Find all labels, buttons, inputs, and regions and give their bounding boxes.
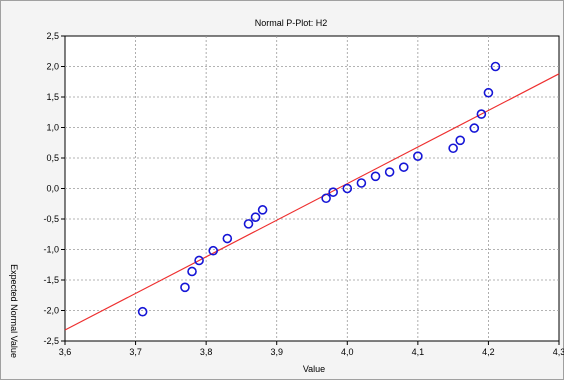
- x-tick-labels: 3,6 3,7 3,8 3,9 4,0 4,1 4,2 4,3: [59, 341, 564, 357]
- data-point: [370, 171, 381, 182]
- y-tick-labels: 2,5 2,0 1,5 1,0 0,5 0,0 -0,5 -1,0 -1,5 -2,0 -2,5: [43, 31, 65, 346]
- x-tick-label: 3,8: [200, 347, 213, 357]
- x-tick-label: 4,1: [412, 347, 425, 357]
- y-tick-label: -1,5: [43, 275, 59, 285]
- data-point: [469, 123, 480, 133]
- data-point: [187, 266, 197, 277]
- data-point: [250, 212, 261, 222]
- data-point: [180, 282, 190, 293]
- y-tick-label: 1,0: [46, 123, 59, 133]
- y-tick-label: -0,5: [43, 214, 59, 224]
- data-point: [321, 193, 331, 204]
- data-point: [208, 245, 218, 256]
- data-point: [342, 183, 353, 194]
- y-tick-label: -2,5: [43, 336, 59, 346]
- data-point: [194, 255, 204, 266]
- data-point: [328, 187, 338, 197]
- chart-title: Normal P-Plot: H2: [255, 18, 328, 28]
- x-tick-label: 4,0: [341, 347, 354, 357]
- data-point: [222, 233, 233, 244]
- data-point: [476, 109, 487, 119]
- data-point: [413, 151, 423, 161]
- data-point: [384, 167, 395, 177]
- x-tick-label: 3,7: [129, 347, 142, 357]
- data-point: [398, 162, 409, 172]
- x-tick-label: 3,9: [270, 347, 283, 357]
- data-point: [257, 205, 268, 215]
- data-point: [455, 135, 466, 146]
- plot-area: [64, 35, 560, 342]
- data-point: [490, 61, 501, 72]
- y-tick-label: 0,5: [46, 153, 59, 163]
- data-point: [356, 178, 367, 188]
- x-axis-label: Value: [303, 364, 325, 374]
- x-tick-label: 4,3: [553, 347, 564, 357]
- y-tick-label: 0,0: [46, 184, 59, 194]
- grid-layer: [65, 36, 559, 341]
- y-tick-label: -1,0: [43, 245, 59, 255]
- y-tick-label: -2,0: [43, 306, 59, 316]
- y-tick-label: 1,5: [46, 92, 59, 102]
- points-layer: [137, 61, 501, 317]
- data-point: [243, 219, 254, 229]
- data-point: [483, 87, 494, 98]
- x-tick-label: 3,6: [59, 347, 72, 357]
- data-point: [448, 143, 458, 154]
- data-point: [137, 306, 148, 317]
- fit-line-layer: [64, 73, 560, 331]
- fit-line: [64, 73, 560, 331]
- y-tick-label: 2,5: [46, 31, 59, 41]
- y-axis-label: Expected Normal Value: [9, 264, 19, 358]
- y-tick-label: 2,0: [46, 62, 59, 72]
- x-tick-label: 4,2: [482, 347, 495, 357]
